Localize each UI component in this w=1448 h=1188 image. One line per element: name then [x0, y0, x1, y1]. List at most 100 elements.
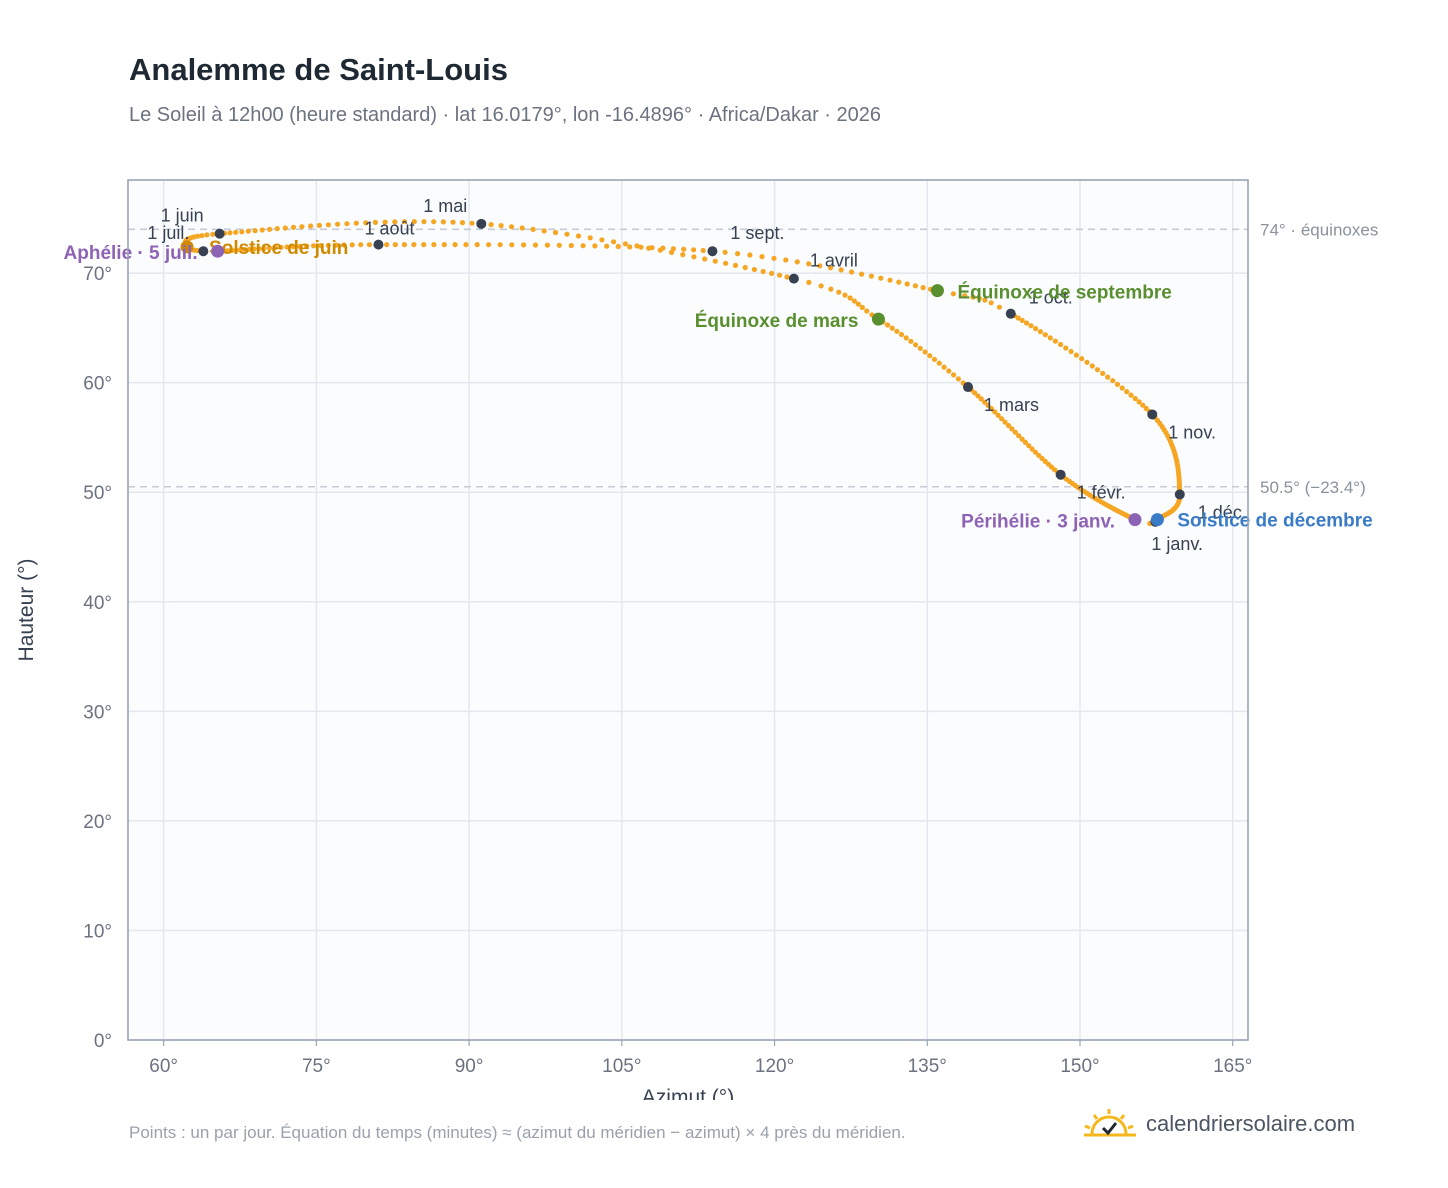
daily-point	[384, 242, 390, 248]
month-marker-label: 1 avril	[810, 251, 858, 271]
daily-point	[1063, 345, 1069, 351]
daily-point	[1068, 348, 1074, 355]
daily-point	[229, 247, 235, 254]
analemma-chart: 74° · équinoxes 50.5° (−23.4°) 1 janv. 1 f…	[15, 179, 1378, 1100]
daily-point	[670, 246, 677, 252]
daily-point	[401, 219, 408, 225]
daily-point	[855, 301, 861, 307]
daily-point	[999, 416, 1005, 422]
y-tick-label: 20°	[83, 812, 112, 833]
axis-ticks: 60° 75° 90° 105° 120° 135° 150° 165° 0° 10° 20° 30°…	[83, 264, 1252, 1077]
daily-point	[278, 244, 284, 250]
event-marker-point	[871, 312, 885, 326]
daily-point	[474, 242, 480, 248]
daily-point	[864, 308, 870, 314]
daily-point	[1023, 320, 1030, 326]
daily-point	[440, 219, 446, 225]
x-tick-label: 150°	[1060, 1056, 1099, 1077]
month-marker-point	[214, 228, 225, 239]
daily-point	[252, 228, 258, 234]
daily-point	[237, 247, 243, 253]
daily-point	[611, 239, 617, 245]
daily-point	[951, 372, 957, 378]
daily-point	[622, 241, 629, 247]
daily-point	[702, 256, 708, 262]
daily-point	[290, 244, 296, 250]
daily-point	[353, 220, 359, 226]
event-marker-label: Solstice de juin	[209, 238, 348, 259]
daily-point	[575, 233, 582, 239]
daily-point	[431, 242, 437, 248]
daily-point	[836, 289, 842, 295]
daily-point	[267, 226, 273, 232]
daily-point	[325, 242, 331, 248]
month-marker-label: 1 juin	[161, 206, 204, 226]
daily-point	[1002, 419, 1008, 425]
daily-point	[1094, 367, 1101, 373]
month-marker-label: 1 août	[364, 219, 414, 239]
daily-point	[1005, 422, 1012, 429]
daily-point	[794, 259, 800, 265]
daily-point	[777, 272, 783, 278]
event-marker-point	[180, 240, 194, 254]
daily-point	[769, 270, 775, 276]
daily-point	[1033, 326, 1039, 332]
daily-point	[859, 304, 865, 310]
daily-point	[982, 399, 988, 405]
daily-point	[931, 356, 938, 362]
daily-point	[904, 281, 910, 287]
daily-point	[363, 220, 369, 226]
y-tick-label: 50°	[83, 483, 112, 504]
daily-point	[988, 300, 994, 306]
daily-point	[691, 247, 697, 253]
daily-point	[868, 273, 875, 279]
daily-point	[898, 331, 905, 338]
event-markers: Équinoxe de mars Équinoxe de septembre Sol…	[64, 238, 1373, 533]
daily-point	[712, 258, 718, 264]
event-marker-point	[930, 284, 944, 298]
daily-point	[604, 243, 610, 249]
daily-point	[912, 283, 919, 289]
daily-point	[411, 242, 417, 248]
daily-point	[509, 242, 515, 248]
daily-point	[225, 248, 231, 254]
daily-point	[1136, 399, 1142, 405]
daily-point	[421, 242, 427, 248]
daily-point	[849, 269, 855, 275]
daily-point	[894, 328, 900, 334]
month-marker-point	[1055, 469, 1066, 480]
month-marker-point	[1147, 409, 1158, 420]
daily-point	[985, 402, 991, 408]
month-marker-label: 1 mai	[423, 196, 467, 216]
daily-point	[366, 242, 372, 248]
daily-point	[922, 349, 928, 355]
daily-point	[1052, 338, 1058, 344]
y-tick-label: 60°	[83, 374, 112, 395]
daily-point	[1015, 315, 1021, 321]
daily-point	[341, 242, 347, 248]
daily-point	[1032, 449, 1038, 455]
daily-point	[452, 242, 458, 248]
daily-point	[1022, 439, 1028, 445]
daily-point	[1026, 443, 1032, 449]
daily-point	[700, 247, 706, 254]
daily-point	[1140, 402, 1146, 408]
x-tick-label: 135°	[908, 1056, 947, 1077]
sun-check-icon	[1084, 1109, 1136, 1137]
daily-point	[896, 279, 902, 285]
daily-point	[1105, 374, 1111, 380]
daily-point	[842, 292, 848, 298]
daily-point	[735, 251, 741, 257]
daily-point	[1019, 436, 1025, 442]
daily-point	[722, 249, 728, 255]
daily-point	[818, 283, 824, 289]
daily-point	[335, 221, 341, 227]
daily-point	[316, 222, 322, 228]
y-axis-label: Hauteur (°)	[15, 559, 38, 662]
daily-point	[638, 244, 644, 250]
daily-point	[847, 295, 853, 301]
daily-point	[982, 297, 988, 303]
daily-point	[256, 246, 262, 252]
brand[interactable]: calendriersolaire.com	[1082, 1104, 1355, 1144]
daily-point	[783, 257, 789, 263]
